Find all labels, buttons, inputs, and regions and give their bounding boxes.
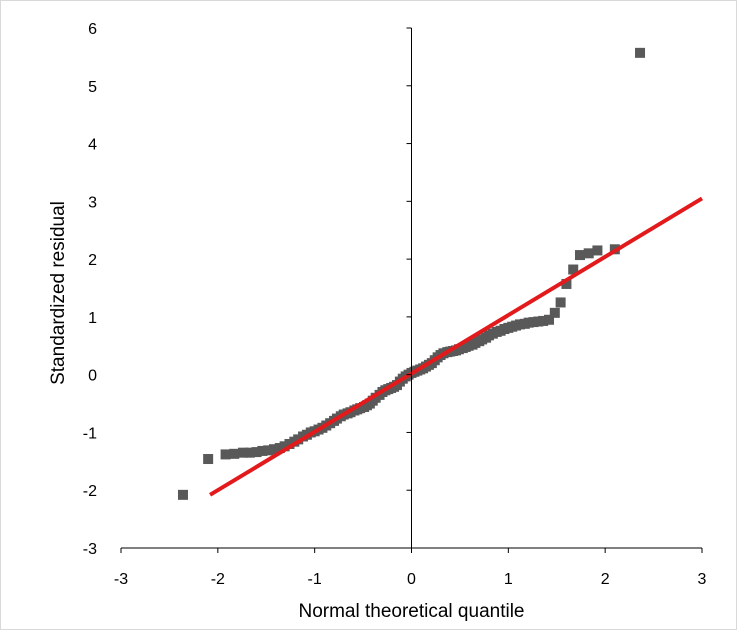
x-tick-label: 2 bbox=[601, 571, 610, 588]
y-tick-label: 2 bbox=[88, 252, 97, 269]
data-point bbox=[177, 489, 188, 500]
data-point bbox=[549, 307, 560, 318]
data-point bbox=[257, 445, 268, 456]
data-point bbox=[268, 444, 279, 455]
y-tick-label: -3 bbox=[83, 541, 97, 558]
x-tick-label: -2 bbox=[211, 571, 225, 588]
x-tick-label: -1 bbox=[308, 571, 322, 588]
data-point bbox=[574, 250, 585, 261]
x-axis-label: Normal theoretical quantile bbox=[298, 601, 524, 622]
reference-line bbox=[209, 196, 704, 497]
y-tick-label: 4 bbox=[88, 137, 97, 154]
x-tick-label: 1 bbox=[504, 571, 513, 588]
fit-line bbox=[209, 196, 704, 497]
data-point bbox=[251, 447, 262, 458]
data-point bbox=[220, 449, 231, 460]
y-tick-label: -1 bbox=[83, 425, 97, 442]
y-tick-label: 5 bbox=[88, 79, 97, 96]
y-tick-label: 0 bbox=[88, 368, 97, 385]
x-tick-label: 0 bbox=[407, 571, 416, 588]
data-point bbox=[538, 315, 549, 326]
data-point bbox=[583, 248, 594, 259]
data-point bbox=[244, 447, 255, 458]
x-tick-labels: -3 -2 -1 0 1 2 3 bbox=[114, 571, 707, 588]
y-tick-labels: -3 -2 -1 0 1 2 3 4 5 6 bbox=[83, 21, 97, 558]
x-tick-label: -3 bbox=[114, 571, 128, 588]
y-tick-label: 6 bbox=[88, 21, 97, 38]
data-point bbox=[568, 264, 579, 275]
x-tick-label: 3 bbox=[698, 571, 707, 588]
data-point bbox=[203, 454, 214, 465]
y-tick-label: 3 bbox=[88, 194, 97, 211]
y-tick-label: 1 bbox=[88, 310, 97, 327]
data-point bbox=[555, 297, 566, 308]
data-point bbox=[238, 447, 249, 458]
y-axis-label: Standardized residual bbox=[48, 201, 69, 385]
data-point bbox=[263, 445, 274, 456]
axes bbox=[120, 27, 703, 553]
data-point bbox=[544, 314, 555, 325]
y-tick-label: -2 bbox=[83, 483, 97, 500]
data-point bbox=[229, 448, 240, 459]
data-point bbox=[592, 245, 603, 256]
data-point bbox=[561, 278, 572, 289]
data-point bbox=[635, 47, 646, 58]
